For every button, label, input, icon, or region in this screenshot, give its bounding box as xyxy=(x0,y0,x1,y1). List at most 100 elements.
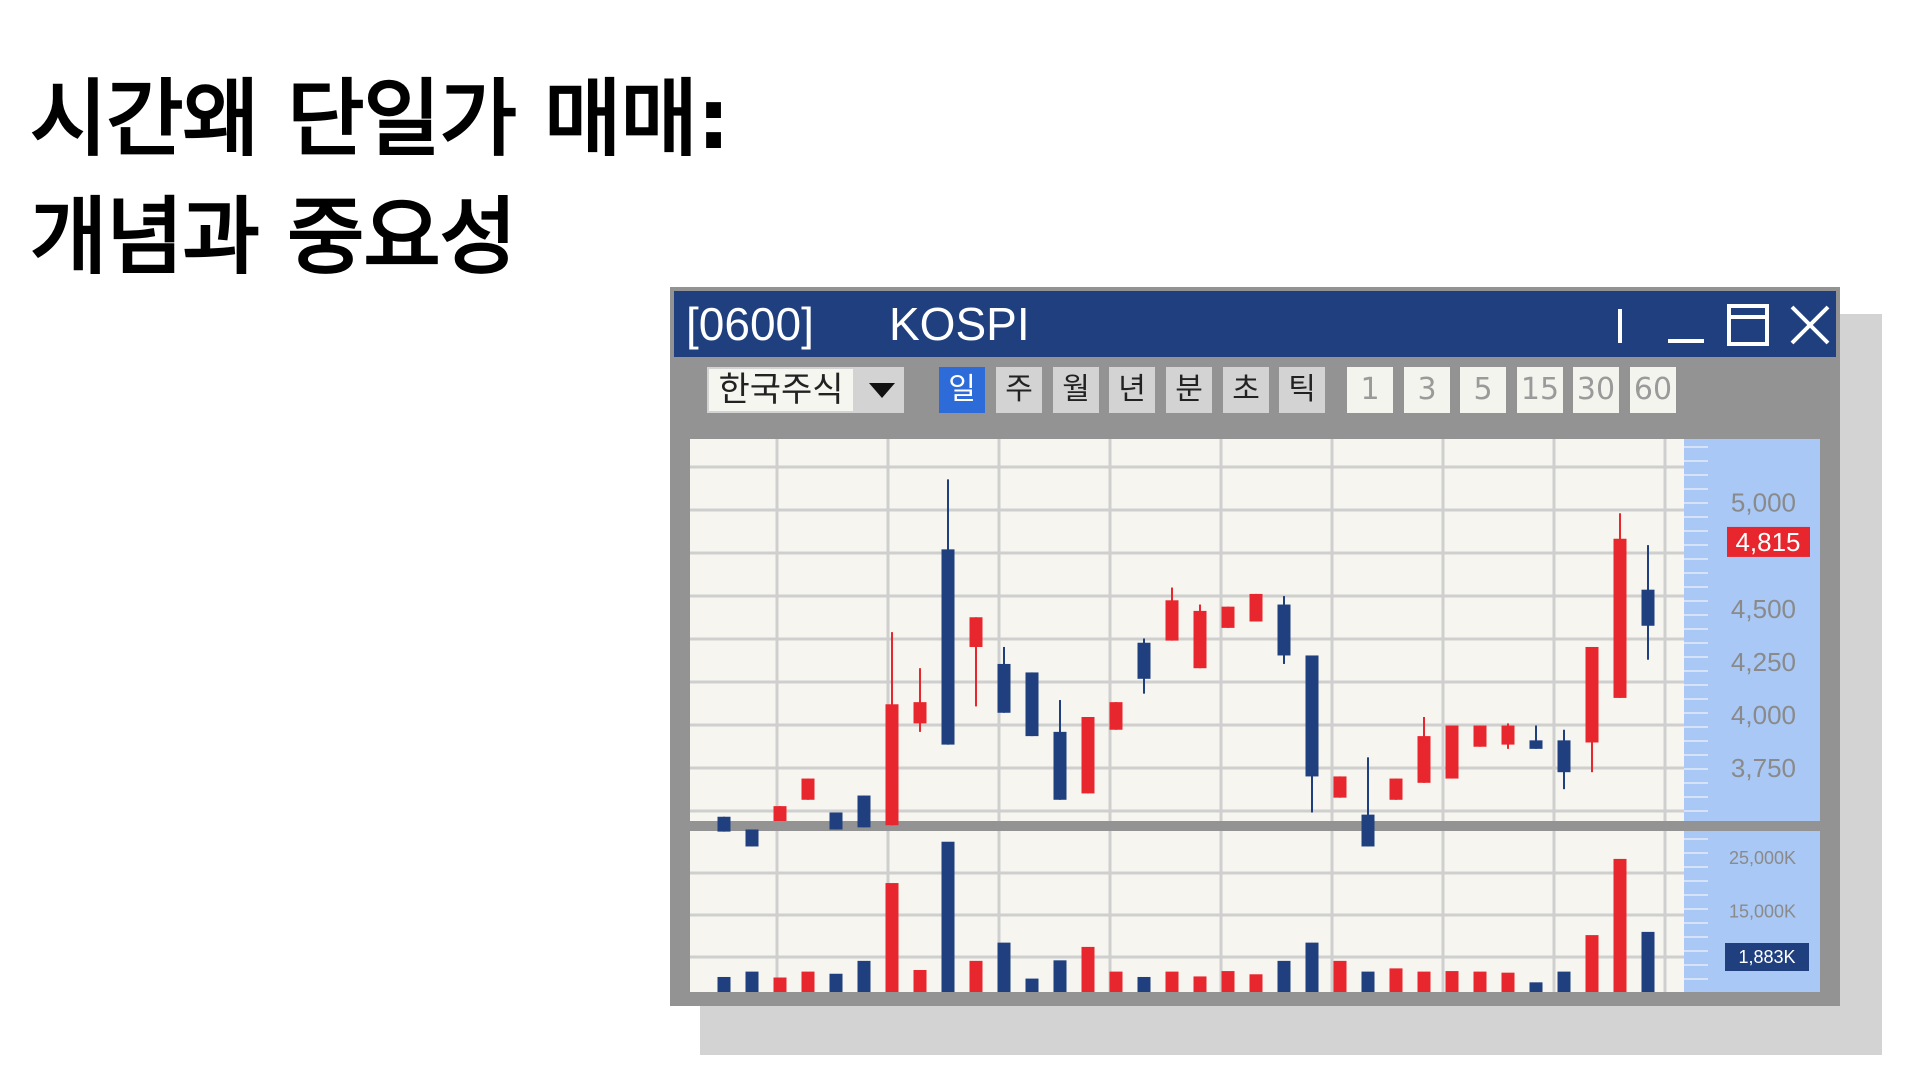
volume-bar xyxy=(773,977,787,992)
candle-body xyxy=(1445,725,1459,779)
volume-bar xyxy=(1501,972,1515,992)
volume-bar xyxy=(885,883,899,992)
candle-body xyxy=(1025,672,1039,737)
volume-bar xyxy=(941,841,955,992)
price-tick-label: 4,250 xyxy=(1731,647,1796,677)
panel-divider xyxy=(690,821,1830,831)
chart-toolbar: 한국주식 일 주 월 년 분 초 틱 1 3 5 15 30 60 xyxy=(670,357,1840,423)
close-icon[interactable] xyxy=(1788,303,1832,347)
candle-body xyxy=(1389,778,1403,800)
volume-bar xyxy=(1613,858,1627,992)
volume-bar xyxy=(1193,976,1207,992)
window-code: [0600] xyxy=(686,298,814,350)
volume-bar xyxy=(1277,960,1291,992)
price-volume-chart[interactable]: 5,000 4,500 4,250 4,000 3,750 4,815 25,000K 15,… xyxy=(690,439,1830,992)
candle-body xyxy=(829,812,843,830)
candle-body xyxy=(717,816,731,832)
tab-period-day[interactable]: 일 xyxy=(939,367,985,413)
window-title: KOSPI xyxy=(889,298,1030,350)
minute-button-1[interactable]: 1 xyxy=(1347,367,1393,413)
current-volume-label: 1,883K xyxy=(1738,947,1795,967)
volume-bar xyxy=(997,942,1011,992)
candle-body xyxy=(801,778,815,800)
price-tick-label: 4,500 xyxy=(1731,594,1796,624)
volume-plot-background xyxy=(690,831,1684,992)
candle-body xyxy=(1473,725,1487,747)
chart-window: [0600] KOSPI 한국주식 일 주 월 년 분 초 틱 1 3 5 15… xyxy=(670,287,1840,1006)
minute-button-5[interactable]: 5 xyxy=(1460,367,1506,413)
candle-body xyxy=(969,617,983,647)
candle-body xyxy=(1277,604,1291,656)
current-volume-badge xyxy=(1725,943,1809,971)
volume-bar xyxy=(857,960,871,992)
volume-bar xyxy=(1305,942,1319,992)
volume-bar xyxy=(1025,978,1039,992)
minimize-icon[interactable] xyxy=(1664,303,1708,347)
candle-body xyxy=(1109,702,1123,730)
volume-bar xyxy=(1221,971,1235,992)
current-price-label: 4,815 xyxy=(1735,527,1800,557)
volume-bar xyxy=(1473,971,1487,992)
volume-bar xyxy=(717,976,731,992)
tab-period-tick[interactable]: 틱 xyxy=(1279,367,1325,413)
volume-bar xyxy=(1081,946,1095,992)
market-dropdown[interactable]: 한국주식 xyxy=(707,367,904,413)
candle-body xyxy=(913,702,927,724)
minute-button-60[interactable]: 60 xyxy=(1630,367,1676,413)
candle-body xyxy=(1557,740,1571,773)
candle-body xyxy=(1053,731,1067,800)
candle-body xyxy=(857,795,871,828)
price-tick-label: 5,000 xyxy=(1731,488,1796,518)
volume-bar xyxy=(1249,974,1263,992)
volume-bar xyxy=(1557,971,1571,992)
candle-body xyxy=(1081,717,1095,794)
volume-bar xyxy=(745,971,759,992)
candle-body xyxy=(773,806,787,821)
volume-tick-label: 25,000K xyxy=(1729,848,1796,868)
volume-bar xyxy=(1585,935,1599,992)
page-title-line2: 개념과 중요성 xyxy=(30,188,517,286)
price-tick-label: 4,000 xyxy=(1731,700,1796,730)
volume-bar xyxy=(1109,971,1123,992)
tab-period-month[interactable]: 월 xyxy=(1053,367,1099,413)
candle-body xyxy=(997,663,1011,713)
tab-period-week[interactable]: 주 xyxy=(996,367,1042,413)
candle-body xyxy=(1501,725,1515,745)
minute-button-3[interactable]: 3 xyxy=(1404,367,1450,413)
candle-body xyxy=(1641,589,1655,626)
candle-body xyxy=(1585,646,1599,743)
volume-bar xyxy=(1445,971,1459,992)
minute-button-30[interactable]: 30 xyxy=(1573,367,1619,413)
cursor-icon[interactable] xyxy=(1598,303,1642,347)
volume-bar xyxy=(1641,931,1655,992)
maximize-icon[interactable] xyxy=(1726,303,1770,347)
candle-body xyxy=(941,549,955,745)
candle-body xyxy=(1137,642,1151,679)
candle-body xyxy=(1333,776,1347,798)
volume-bar xyxy=(1529,982,1543,992)
volume-bar xyxy=(1137,976,1151,992)
volume-bar xyxy=(1361,971,1375,992)
candle-body xyxy=(1165,600,1179,641)
candle-body xyxy=(1221,606,1235,628)
volume-bar xyxy=(1053,960,1067,992)
page-title: 시간왜 단일가 매매: 개념과 중요성 xyxy=(30,60,730,296)
minute-button-15[interactable]: 15 xyxy=(1517,367,1563,413)
volume-bar xyxy=(829,973,843,992)
candle-body xyxy=(1193,610,1207,669)
candle-body xyxy=(1529,740,1543,749)
volume-tick-label: 15,000K xyxy=(1729,902,1796,922)
window-titlebar[interactable]: [0600] KOSPI xyxy=(674,291,1836,357)
tab-period-minute[interactable]: 분 xyxy=(1166,367,1212,413)
chart-area: 5,000 4,500 4,250 4,000 3,750 4,815 25,000K 15,… xyxy=(690,439,1830,992)
market-dropdown-value: 한국주식 xyxy=(709,369,853,411)
tab-period-year[interactable]: 년 xyxy=(1109,367,1155,413)
chevron-down-icon xyxy=(869,383,895,398)
price-tick-label: 3,750 xyxy=(1731,753,1796,783)
candle-body xyxy=(1361,814,1375,847)
tab-period-second[interactable]: 초 xyxy=(1223,367,1269,413)
candle-body xyxy=(1305,655,1319,777)
candle-body xyxy=(745,829,759,847)
volume-bar xyxy=(1389,968,1403,992)
volume-bar xyxy=(1417,971,1431,992)
